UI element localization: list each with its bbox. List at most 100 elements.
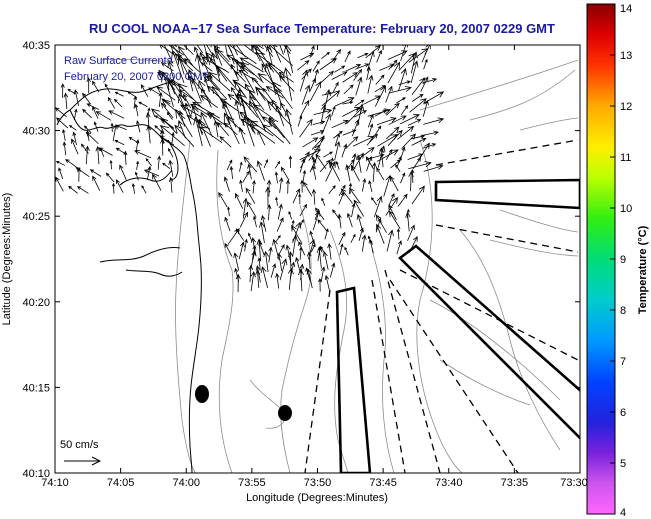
current-vector	[160, 129, 165, 145]
current-vector	[115, 179, 124, 193]
current-vector	[251, 76, 265, 91]
colorbar-label: Temperature (°C)	[637, 225, 649, 314]
current-vector	[306, 268, 313, 289]
colorbar-ticks: 4 5 6 7 8 9 10 11 12 13 14	[610, 3, 632, 519]
current-vector	[320, 70, 335, 83]
current-vector	[323, 151, 333, 158]
current-vector	[55, 161, 66, 166]
contour-9	[419, 59, 579, 111]
current-vector	[337, 213, 342, 229]
current-vector	[334, 132, 340, 147]
current-vector	[104, 83, 111, 94]
current-vector	[354, 99, 365, 107]
current-vector	[92, 106, 99, 119]
current-vector	[397, 193, 408, 207]
x-tick-label: 74:05	[107, 477, 135, 489]
current-vector	[319, 135, 325, 147]
current-vector	[351, 119, 360, 137]
current-vector	[328, 185, 336, 194]
current-vector	[265, 85, 284, 99]
current-vector	[411, 185, 425, 205]
current-vector	[385, 148, 393, 161]
current-vector	[423, 164, 444, 172]
current-vector	[401, 133, 417, 149]
radial-line-2	[435, 224, 579, 253]
current-vector	[260, 214, 267, 232]
contour-10	[499, 209, 579, 233]
current-vector	[135, 139, 140, 153]
current-vector	[396, 228, 401, 240]
current-vector	[84, 145, 90, 165]
current-vector	[306, 251, 312, 270]
current-vector	[198, 118, 211, 147]
current-vector	[376, 214, 387, 233]
x-tick-label: 73:50	[304, 477, 332, 489]
current-vector	[367, 113, 374, 128]
current-vector	[266, 45, 273, 66]
current-vector	[287, 251, 294, 271]
current-vector	[202, 72, 228, 100]
current-vector	[299, 246, 303, 260]
current-vector	[299, 158, 306, 173]
current-vector	[246, 200, 257, 218]
current-vector	[168, 147, 174, 158]
current-vector	[71, 138, 79, 155]
current-vector	[105, 172, 115, 183]
swath-box-south	[335, 286, 372, 473]
current-vector	[376, 167, 385, 181]
current-vector	[205, 51, 228, 82]
current-vector	[302, 137, 319, 148]
current-vector	[299, 69, 309, 92]
current-vector	[226, 116, 246, 135]
current-vector	[421, 130, 439, 136]
current-vector	[331, 71, 348, 80]
current-vector	[203, 45, 211, 66]
current-vector	[243, 156, 258, 173]
current-vector	[279, 45, 284, 55]
current-vector	[320, 104, 327, 125]
current-vector	[318, 277, 322, 292]
current-vector	[350, 164, 360, 182]
current-vector	[206, 45, 213, 54]
current-vector	[93, 121, 99, 132]
contour-7	[459, 229, 561, 451]
radial-line-1	[435, 139, 579, 166]
current-vector	[230, 86, 240, 101]
current-vector	[244, 83, 256, 101]
current-vector	[388, 204, 397, 220]
current-vector	[242, 115, 255, 147]
current-vector	[114, 140, 125, 146]
x-tick-label: 73:45	[369, 477, 397, 489]
current-vector	[319, 159, 331, 173]
y-tick-label: 40:30	[22, 126, 50, 138]
current-vector	[110, 122, 114, 133]
colorbar-tick-label: 14	[620, 3, 632, 15]
current-vector	[334, 65, 346, 73]
current-vector	[423, 117, 445, 125]
current-vector	[411, 93, 424, 102]
current-vector	[262, 87, 273, 101]
current-vector	[398, 67, 407, 91]
current-vector	[146, 124, 152, 144]
current-vector	[249, 95, 264, 120]
current-vector	[338, 231, 346, 246]
current-vector	[299, 118, 313, 138]
current-vector	[168, 45, 184, 56]
swath-box-east	[434, 178, 580, 210]
current-vector	[113, 98, 123, 108]
current-vector	[174, 124, 195, 147]
current-vector	[299, 203, 307, 217]
current-vector	[239, 161, 243, 172]
current-vector	[192, 101, 220, 119]
temperature-colorbar: 4 5 6 7 8 9 10 11 12 13 14 Temperature (°C)	[586, 3, 649, 519]
current-vector	[286, 179, 290, 194]
current-vector	[255, 265, 261, 283]
current-vector	[327, 242, 332, 260]
contour-11	[489, 239, 579, 257]
current-vector	[166, 111, 173, 120]
current-vector	[361, 178, 367, 192]
current-vector	[272, 45, 282, 63]
current-vector	[219, 136, 232, 148]
current-vector	[278, 71, 294, 83]
y-axis-label: Latitude (Degrees:Minutes)	[1, 193, 13, 326]
